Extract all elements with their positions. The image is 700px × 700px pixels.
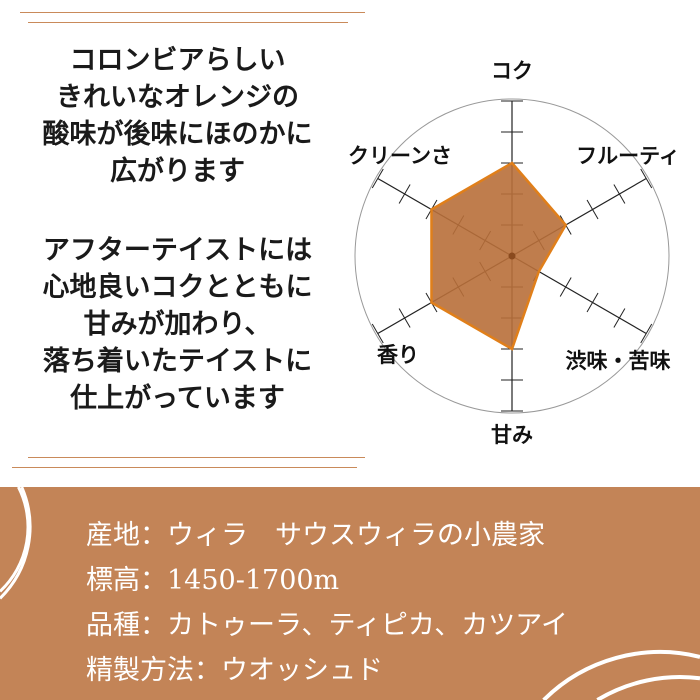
spec-altitude: 標高：1450-1700m bbox=[86, 565, 340, 596]
axis-label: 渋味・苦味 bbox=[566, 348, 671, 373]
decorative-arc bbox=[0, 487, 30, 593]
axis-tick bbox=[398, 184, 411, 204]
data-polygon bbox=[430, 161, 568, 351]
bottom-rule-1 bbox=[28, 457, 365, 458]
specs-band: 産地：ウィラ サウスウィラの小農家 標高：1450-1700m 品種：カトゥーラ… bbox=[0, 487, 700, 700]
axis-tick bbox=[371, 168, 384, 189]
spec-process: 精製方法：ウオッシュド bbox=[86, 655, 383, 686]
description-line: アフターテイストには bbox=[42, 235, 313, 266]
axis-label: 香り bbox=[377, 342, 419, 367]
outer-circle bbox=[354, 98, 670, 414]
top-rule-1 bbox=[20, 12, 365, 13]
description-line: 広がります bbox=[110, 156, 245, 187]
axis-tick bbox=[640, 168, 653, 189]
axis-label: クリーンさ bbox=[348, 143, 452, 168]
specs-list: 産地：ウィラ サウスウィラの小農家 標高：1450-1700m 品種：カトゥーラ… bbox=[86, 513, 568, 693]
description: コロンビアらしい きれいなオレンジの 酸味が後味にほのかに 広がります bbox=[0, 42, 355, 190]
spec-variety: 品種：カトゥーラ、ティピカ、カツアイ bbox=[86, 610, 568, 641]
description-line: 心地良いコクとともに bbox=[42, 272, 313, 303]
axis-tick bbox=[371, 323, 384, 344]
description-line: 仕上がっています bbox=[70, 383, 285, 414]
decorative-arcs bbox=[0, 487, 700, 700]
axis-tick bbox=[398, 308, 411, 328]
axis-tick bbox=[586, 199, 599, 220]
decorative-arc bbox=[596, 675, 700, 700]
decorative-arc bbox=[542, 650, 700, 700]
axis-tick bbox=[613, 184, 626, 204]
axis-tick bbox=[613, 308, 626, 328]
description-aftertaste: アフターテイストには 心地良いコクとともに 甘みが加わり、 落ち着いたテイストに… bbox=[0, 232, 355, 417]
axis-label: コク bbox=[491, 58, 533, 83]
axis-tick bbox=[640, 323, 653, 344]
description-line: 甘みが加わり、 bbox=[83, 309, 272, 340]
center-point bbox=[508, 252, 516, 260]
bottom-rule-2 bbox=[12, 467, 357, 468]
description-line: コロンビアらしい bbox=[69, 45, 286, 76]
description-line: きれいなオレンジの bbox=[56, 82, 299, 113]
top-rule-2 bbox=[28, 22, 348, 23]
axis-tick bbox=[559, 277, 572, 297]
description-line: 落ち着いたテイストに bbox=[42, 346, 313, 377]
description-line: 酸味が後味にほのかに bbox=[42, 119, 313, 150]
axis-label: 甘み bbox=[491, 422, 533, 447]
decorative-arc bbox=[0, 487, 32, 600]
spec-origin: 産地：ウィラ サウスウィラの小農家 bbox=[86, 520, 545, 551]
axis-tick bbox=[586, 292, 599, 313]
axis-label: フルーティ bbox=[576, 143, 680, 168]
